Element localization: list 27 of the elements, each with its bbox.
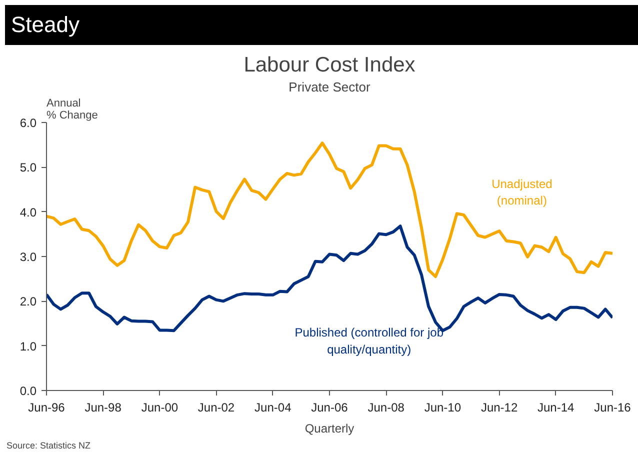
chart-subtitle: Private Sector	[288, 80, 371, 94]
y-tick-label: 6.0	[20, 116, 37, 130]
y-tick-label: 3.0	[20, 250, 37, 264]
y-tick-label: 2.0	[20, 294, 37, 309]
text: Steady	[11, 11, 80, 39]
x-tick-label: Jun-16	[594, 400, 632, 414]
y-tick-label: 0.0	[20, 384, 37, 398]
x-axis-title: Quarterly	[304, 422, 354, 436]
source-note: Source: Statistics NZ	[6, 440, 92, 450]
x-tick-label: Jun-10	[424, 400, 462, 414]
x-tick-label: Jun-02	[198, 400, 235, 414]
y-tick-label: 1.0	[20, 339, 37, 354]
x-tick-label: Jun-12	[480, 400, 518, 414]
y-axis-title: Annual % Change	[46, 98, 98, 122]
chart-title: Labour Cost Index	[244, 54, 416, 76]
x-tick-label: Jun-00	[141, 400, 178, 414]
line-series	[46, 142, 612, 278]
x-tick-label: Jun-14	[538, 400, 575, 414]
x-tick-label: Jun-98	[84, 400, 122, 414]
y-tick-label: 5.0	[20, 160, 37, 175]
x-tick-label: Jun-08	[368, 400, 405, 414]
x-tick-label: Jun-96	[28, 400, 66, 414]
x-tick-label: Jun-04	[254, 400, 292, 414]
y-tick-label: 4.0	[20, 205, 37, 220]
text: Unadjusted (nominal)	[492, 176, 552, 208]
series-label: Published (controlled for job quality/quantity)	[294, 326, 444, 356]
x-tick-label: Jun-06	[311, 400, 348, 414]
